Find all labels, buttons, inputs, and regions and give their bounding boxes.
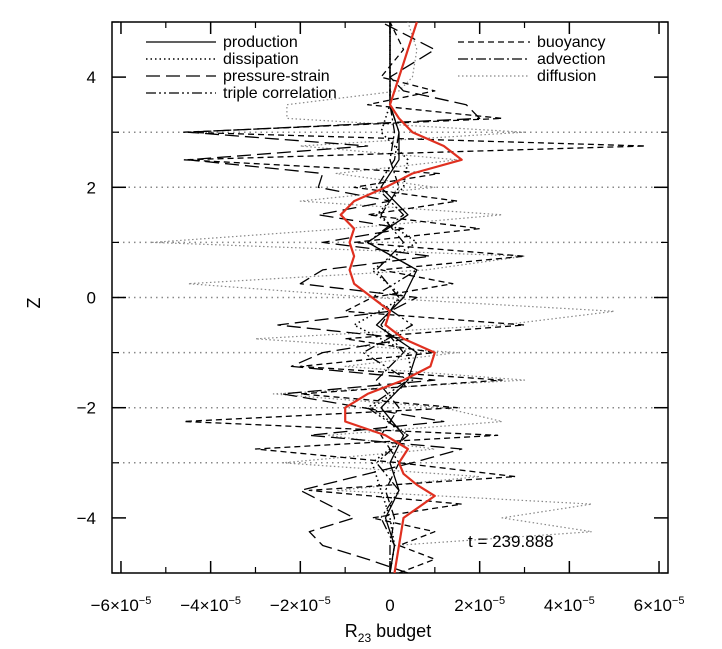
x-tick-label: −6×10−5 bbox=[91, 595, 152, 615]
y-tick-label: 2 bbox=[87, 178, 96, 197]
grid-lines bbox=[112, 131, 668, 464]
legend-label: advection bbox=[537, 51, 606, 68]
legend-label: pressure-strain bbox=[223, 68, 330, 85]
y-tick-label: −4 bbox=[77, 509, 96, 528]
axis-ticks: −6×10−5 −4×10−5 −2×10−5 0 2×10−5 4×10−5 6×10−5… bbox=[77, 21, 685, 615]
y-axis-title: Z bbox=[24, 298, 44, 309]
legend-label: production bbox=[223, 34, 298, 51]
series-line-pressure-strain bbox=[187, 21, 481, 574]
series-line-diffusion bbox=[151, 21, 615, 574]
y-tick-label: 0 bbox=[87, 289, 96, 308]
legend-label: dissipation bbox=[223, 51, 299, 68]
series-line-advection bbox=[375, 22, 405, 573]
series-line-dissipation bbox=[353, 22, 418, 574]
x-tick-label: 4×10−5 bbox=[544, 595, 595, 615]
x-axis-title: R23 budget bbox=[345, 621, 431, 645]
x-axis-title-sub: 23 bbox=[358, 631, 372, 645]
x-tick-label: 0 bbox=[385, 596, 394, 615]
legend-label: diffusion bbox=[537, 68, 596, 85]
legend: productiondissipationpressure-straintrip… bbox=[146, 34, 606, 102]
x-tick-label: 2×10−5 bbox=[454, 595, 505, 615]
legend-label: triple correlation bbox=[223, 85, 337, 102]
x-axis-title-rest: budget bbox=[371, 621, 431, 641]
x-axis-title-main: R bbox=[345, 621, 358, 641]
series-line-production bbox=[366, 22, 418, 574]
time-annotation: t = 239.888 bbox=[468, 532, 554, 551]
x-tick-label: −4×10−5 bbox=[180, 595, 241, 615]
y-tick-label: 4 bbox=[87, 68, 96, 87]
series-line-red bbox=[339, 21, 463, 574]
series-line-buoyancy bbox=[183, 21, 647, 574]
x-tick-label: −2×10−5 bbox=[270, 595, 331, 615]
legend-label: buoyancy bbox=[537, 34, 606, 51]
x-tick-label: 6×10−5 bbox=[634, 595, 685, 615]
y-tick-label: −2 bbox=[77, 399, 96, 418]
series-lines bbox=[151, 21, 647, 574]
